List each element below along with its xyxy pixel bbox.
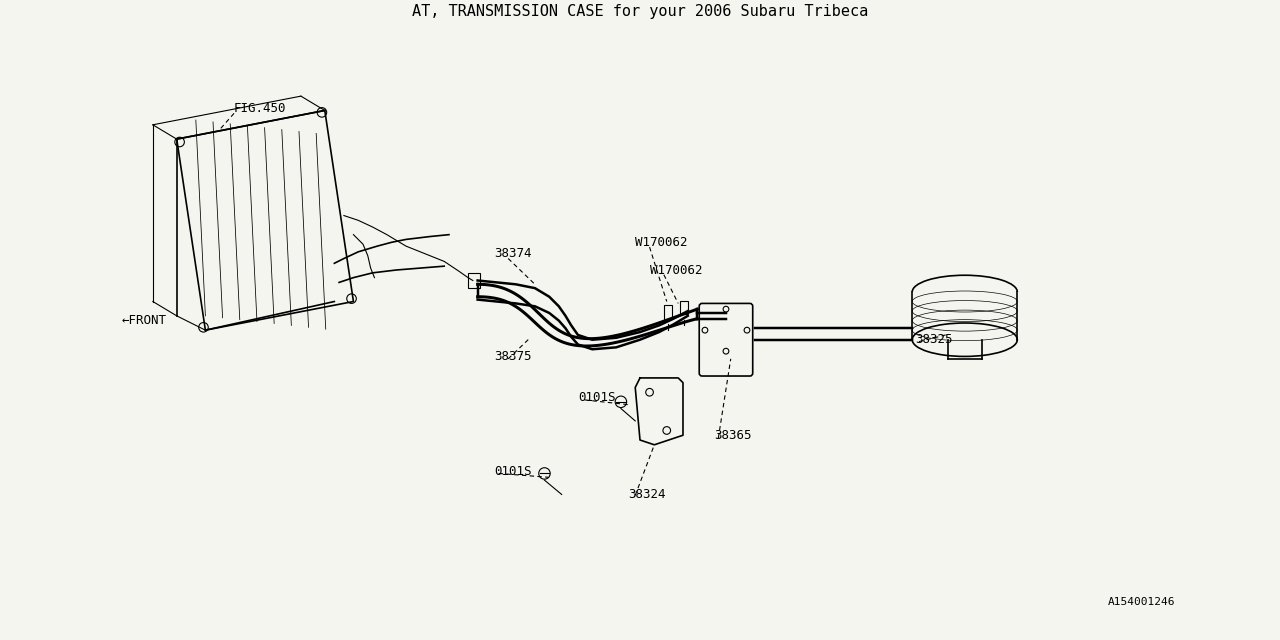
- Text: 38325: 38325: [915, 333, 952, 346]
- Text: 38374: 38374: [494, 247, 531, 260]
- Text: W170062: W170062: [635, 236, 687, 249]
- Text: A154001246: A154001246: [1107, 597, 1175, 607]
- Bar: [664, 305, 672, 319]
- Text: 0101S: 0101S: [494, 465, 531, 478]
- Text: 38365: 38365: [714, 429, 753, 442]
- Text: 38375: 38375: [494, 351, 531, 364]
- Text: FIG.450: FIG.450: [234, 102, 287, 115]
- Text: 38324: 38324: [628, 488, 666, 501]
- Title: AT, TRANSMISSION CASE for your 2006 Subaru Tribeca: AT, TRANSMISSION CASE for your 2006 Suba…: [412, 4, 868, 19]
- Text: ←FRONT: ←FRONT: [122, 314, 166, 327]
- Text: W170062: W170062: [649, 264, 701, 278]
- Text: 0101S: 0101S: [577, 390, 616, 404]
- Bar: [680, 301, 687, 314]
